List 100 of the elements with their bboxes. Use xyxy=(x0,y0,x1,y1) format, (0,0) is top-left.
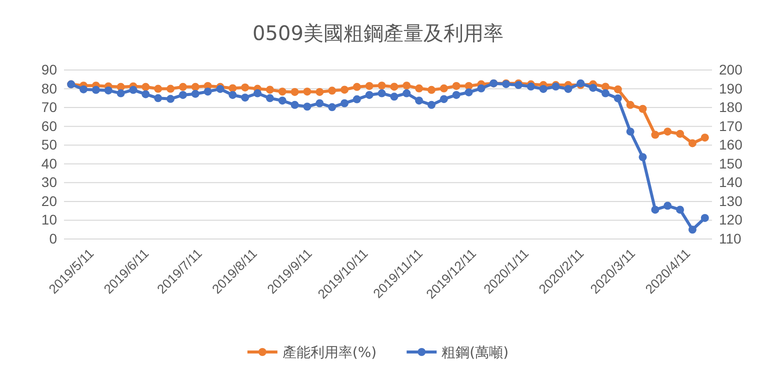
point xyxy=(378,89,386,98)
y-tick-label: 0 xyxy=(49,230,58,246)
point xyxy=(278,88,286,96)
point xyxy=(266,94,274,102)
point xyxy=(638,104,647,113)
point xyxy=(700,214,709,222)
y2-tick-label: 110 xyxy=(719,230,742,246)
point xyxy=(676,130,684,138)
y-tick-label: 50 xyxy=(41,136,58,153)
chart-title: 0509美國粗鋼產量及利用率 xyxy=(252,21,504,45)
point xyxy=(614,85,622,94)
point xyxy=(415,96,424,105)
y-tick-label: 90 xyxy=(41,61,58,78)
y-tick-label: 70 xyxy=(41,99,58,116)
y-tick-label: 10 xyxy=(41,212,58,228)
point xyxy=(601,89,610,98)
point xyxy=(178,90,187,99)
point xyxy=(638,153,647,162)
point xyxy=(178,82,187,91)
y-tick-label: 30 xyxy=(41,174,58,190)
point xyxy=(452,82,460,90)
point xyxy=(651,130,660,139)
point xyxy=(290,100,299,109)
point xyxy=(303,88,312,96)
point xyxy=(303,102,312,111)
legend-label: 產能利用率(%) xyxy=(282,344,377,361)
point xyxy=(142,82,150,91)
point xyxy=(166,94,175,103)
y-tick-label: 20 xyxy=(41,192,58,209)
point xyxy=(142,90,150,98)
point xyxy=(664,128,672,136)
point xyxy=(116,89,125,98)
point xyxy=(626,128,634,136)
point xyxy=(688,226,696,234)
point xyxy=(191,90,200,98)
point xyxy=(154,94,162,102)
y-tick-label: 80 xyxy=(41,80,58,96)
point xyxy=(166,84,175,93)
point xyxy=(427,86,436,94)
point xyxy=(664,202,672,210)
point xyxy=(228,84,237,92)
point xyxy=(328,86,336,95)
point xyxy=(80,85,88,94)
point xyxy=(676,206,684,214)
point xyxy=(228,90,237,99)
point xyxy=(290,88,299,96)
point xyxy=(564,84,572,93)
point xyxy=(241,83,250,92)
point xyxy=(589,84,598,92)
point xyxy=(365,82,374,90)
y2-tick-label: 160 xyxy=(719,136,743,153)
point xyxy=(477,84,486,92)
point xyxy=(129,86,138,94)
point xyxy=(266,86,274,94)
point xyxy=(352,95,361,104)
y2-tick-label: 130 xyxy=(719,192,743,209)
legend-label: 粗鋼(萬噸) xyxy=(442,344,509,361)
y-tick-label: 40 xyxy=(41,155,58,172)
point xyxy=(601,82,610,91)
point xyxy=(378,82,386,90)
point xyxy=(415,84,424,92)
y2-tick-label: 120 xyxy=(719,212,743,228)
point xyxy=(278,96,286,105)
point xyxy=(614,94,622,102)
point xyxy=(340,86,349,94)
y-tick-label: 60 xyxy=(41,118,58,134)
point xyxy=(440,95,448,104)
point xyxy=(402,89,411,98)
point xyxy=(539,84,548,93)
point xyxy=(241,94,250,102)
point xyxy=(526,82,535,91)
point xyxy=(204,88,212,96)
y2-tick-label: 190 xyxy=(719,80,743,96)
point xyxy=(340,99,349,108)
point xyxy=(626,100,634,109)
point xyxy=(352,82,361,91)
y2-tick-label: 140 xyxy=(719,174,743,190)
point xyxy=(191,82,200,91)
point xyxy=(427,100,436,109)
point xyxy=(104,86,112,94)
point xyxy=(452,90,460,99)
point xyxy=(688,139,696,148)
point xyxy=(390,82,398,91)
point xyxy=(365,90,374,99)
point xyxy=(254,89,262,98)
y2-tick-label: 170 xyxy=(719,118,743,134)
point xyxy=(390,92,398,101)
point xyxy=(651,206,660,214)
y2-tick-label: 150 xyxy=(719,155,743,172)
point xyxy=(316,99,324,108)
point xyxy=(92,86,100,94)
y2-tick-label: 180 xyxy=(719,99,743,116)
y2-tick-label: 200 xyxy=(719,61,743,78)
point xyxy=(464,88,473,96)
point xyxy=(154,84,162,93)
point xyxy=(316,88,324,96)
point xyxy=(440,84,448,92)
point xyxy=(328,103,336,112)
point xyxy=(402,82,411,90)
point xyxy=(700,134,709,142)
